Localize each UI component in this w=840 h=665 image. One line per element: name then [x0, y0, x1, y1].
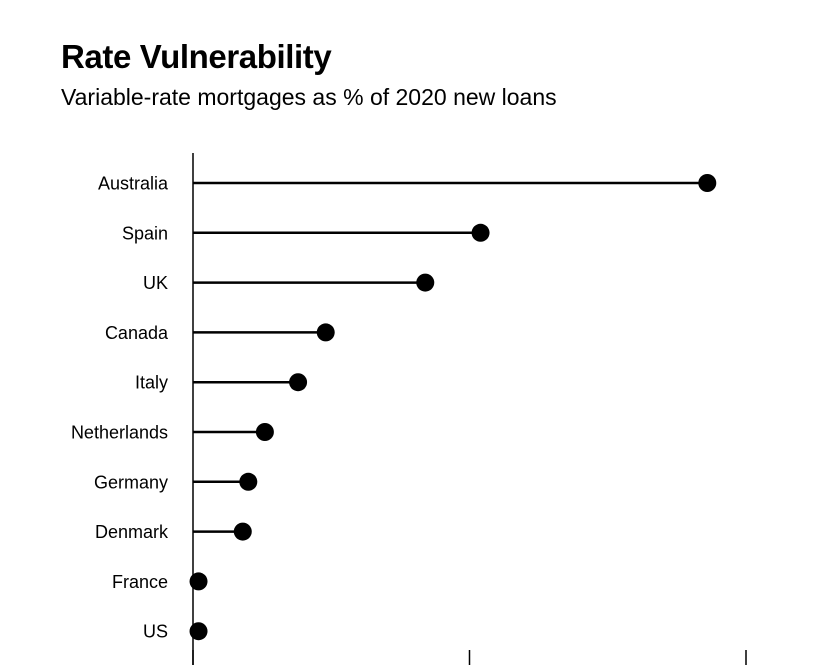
category-label: Denmark — [95, 522, 169, 542]
category-label: US — [143, 622, 168, 642]
lollipop-dot — [698, 174, 717, 192]
category-label: UK — [143, 273, 168, 293]
chart-row: US — [143, 622, 208, 642]
lollipop-dot — [416, 273, 435, 292]
chart-row: Denmark — [95, 522, 252, 542]
category-label: Canada — [105, 323, 169, 343]
category-label: Spain — [122, 223, 168, 243]
chart-rows: Australia Spain UK Canada Italy Netherlands Ge… — [71, 174, 717, 642]
lollipop-dot — [316, 323, 335, 342]
category-label: Germany — [94, 472, 168, 492]
category-label: Netherlands — [71, 423, 168, 443]
x-axis-ticks — [192, 650, 747, 665]
chart-row: Canada — [105, 323, 335, 343]
chart-subtitle: Variable-rate mortgages as % of 2020 new… — [61, 84, 557, 110]
lollipop-dot — [233, 522, 252, 541]
chart-row: Spain — [122, 223, 490, 243]
chart-row: Australia — [98, 174, 717, 194]
lollipop-dot — [189, 572, 208, 591]
lollipop-dot — [255, 423, 274, 441]
lollipop-dot — [239, 472, 258, 491]
category-label: Australia — [98, 174, 169, 194]
chart-row: Netherlands — [71, 423, 274, 443]
chart-row: UK — [143, 273, 435, 293]
category-label: Italy — [135, 373, 168, 393]
chart-row: Germany — [94, 472, 258, 492]
chart-row: Italy — [135, 373, 308, 393]
chart-title: Rate Vulnerability — [61, 38, 332, 75]
chart-row: France — [112, 572, 208, 592]
category-label: France — [112, 572, 168, 592]
lollipop-dot — [471, 223, 490, 242]
lollipop-dot — [289, 373, 308, 392]
lollipop-dot — [189, 622, 208, 641]
